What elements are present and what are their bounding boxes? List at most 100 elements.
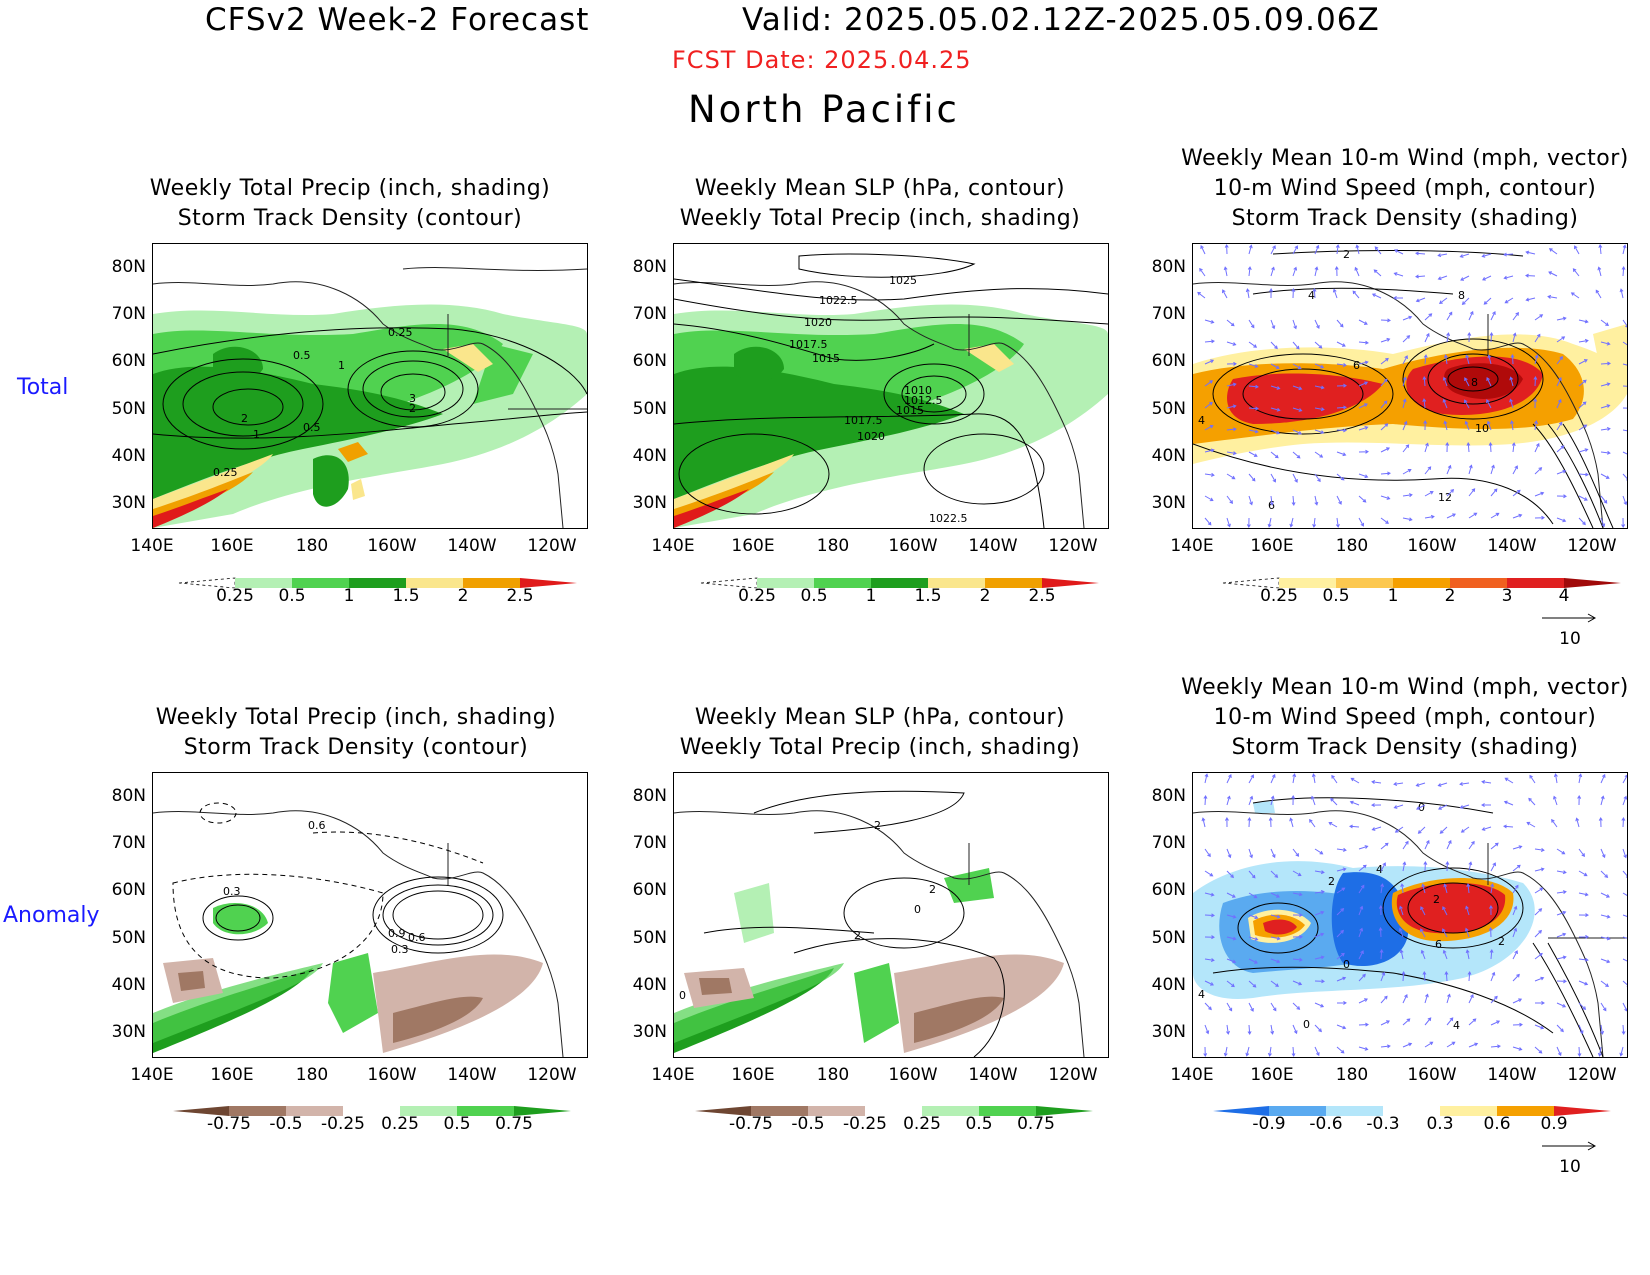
- lat-tick-label: 30N: [1151, 1022, 1186, 1042]
- lon-tick-label: 180: [295, 536, 329, 556]
- wind-vector: [1446, 1017, 1454, 1026]
- map-panel-precip-storm-total: 0.5 1 0.25 2 0.5 1 0.25 3 2: [152, 243, 588, 529]
- wind-vector: [1512, 332, 1517, 343]
- wind-vector: [1490, 311, 1496, 321]
- wind-vector: [1292, 773, 1297, 784]
- wind-vector: [1600, 319, 1609, 326]
- wind-vector: [1622, 870, 1627, 878]
- wind-vector: [1270, 319, 1276, 330]
- wind-vector: [1402, 444, 1410, 453]
- wind-vector: [1371, 293, 1382, 299]
- wind-vector: [1380, 337, 1391, 343]
- wind-vector: [1512, 864, 1521, 872]
- wind-vector: [1556, 932, 1567, 938]
- panel-title-wind-total: Weekly Mean 10-m Wind (mph, vector) 10-m…: [1160, 144, 1650, 234]
- contour-label: 1012.5: [904, 394, 943, 407]
- wind-vector: [1556, 316, 1567, 321]
- wind-vector: [1204, 401, 1213, 409]
- wind-vector: [1510, 420, 1514, 431]
- vector-reference-bottom: 10: [1540, 1138, 1600, 1177]
- wind-vector: [1199, 267, 1206, 277]
- wind-vector: [1534, 491, 1545, 497]
- wind-vector: [1534, 848, 1545, 852]
- wind-vector: [1292, 451, 1301, 459]
- contour-label: 0.5: [303, 421, 321, 434]
- wind-vector: [1336, 847, 1347, 852]
- wind-vector: [1270, 870, 1279, 878]
- wind-vector: [1226, 980, 1235, 988]
- wind-vector: [1226, 451, 1237, 456]
- wind-vector: [1336, 495, 1342, 505]
- wind-vector: [1336, 929, 1344, 938]
- wind-vector: [1420, 949, 1426, 960]
- wind-vector: [1245, 1046, 1250, 1057]
- wind-vector: [1267, 1046, 1272, 1057]
- wind-vector: [1424, 332, 1430, 343]
- wind-vector: [1402, 315, 1413, 321]
- wind-vector: [1226, 936, 1237, 941]
- wind-vector: [1525, 250, 1536, 255]
- wind-vector: [1446, 993, 1451, 1004]
- lon-tick-label: 120W: [1567, 1065, 1617, 1085]
- wind-vector: [1402, 335, 1411, 343]
- colorbar-segment: [173, 1106, 229, 1116]
- wind-vector: [1204, 495, 1214, 502]
- lat-tick-label: 80N: [632, 257, 667, 277]
- wind-vector: [1512, 513, 1523, 519]
- wind-vector: [1358, 1022, 1369, 1027]
- wind-vector: [1380, 971, 1386, 982]
- wind-vector: [1619, 288, 1624, 299]
- wind-vector: [1443, 420, 1448, 431]
- contour-label: 4: [1198, 414, 1205, 427]
- wind-vector: [1223, 266, 1228, 277]
- wind-vector: [1578, 338, 1589, 343]
- wind-vector: [1248, 774, 1254, 784]
- wind-vector: [1226, 870, 1234, 879]
- map-panel-precip-storm-anom: 0.3 0.6 0.9 0.6 0.3: [152, 772, 588, 1058]
- contour-label: 0.5: [293, 349, 311, 362]
- wind-vector: [1336, 473, 1345, 481]
- wind-vector: [1534, 1046, 1543, 1054]
- wind-vector: [1226, 319, 1235, 327]
- wind-vector: [1600, 773, 1606, 784]
- wind-vector: [1393, 782, 1404, 786]
- wind-vector: [1270, 341, 1278, 350]
- title-line: Weekly Mean SLP (hPa, contour): [694, 176, 1066, 201]
- wind-vector: [1292, 870, 1302, 877]
- wind-vector: [1292, 473, 1298, 483]
- wind-vectors: [1201, 773, 1627, 1057]
- wind-vector: [1358, 449, 1369, 454]
- wind-vector: [1248, 319, 1255, 329]
- colorbar-label: -0.75: [729, 1114, 773, 1134]
- colorbar-segment: [979, 1106, 1036, 1116]
- contour-label: 2: [929, 883, 936, 896]
- wind-vector: [1292, 363, 1302, 370]
- wind-vector: [1600, 870, 1609, 878]
- contour-label: 1015: [896, 404, 924, 417]
- wind-vector: [1314, 890, 1325, 894]
- wind-vector: [1423, 354, 1428, 365]
- wind-vector: [1270, 980, 1279, 987]
- colorbar-label: 0.5: [965, 1114, 993, 1134]
- wind-vector: [1437, 275, 1448, 281]
- wind-vector: [1490, 464, 1495, 475]
- wind-vector: [1486, 399, 1492, 409]
- colorbar-label: -0.3: [1366, 1114, 1400, 1134]
- wind-vector: [1314, 319, 1320, 329]
- colorbar-segment: [814, 578, 871, 588]
- lat-tick-label: 40N: [111, 446, 146, 466]
- wind-vector: [1292, 319, 1297, 330]
- wind-vector: [1503, 824, 1514, 829]
- wind-vector: [1380, 1044, 1391, 1049]
- wind-vector: [1380, 995, 1388, 1004]
- colorbar-label: -0.5: [791, 1114, 825, 1134]
- wind-vector: [1334, 266, 1339, 277]
- wind-vector: [1420, 906, 1426, 916]
- title-line: Weekly Total Precip (inch, shading): [149, 176, 551, 201]
- wind-vector: [1444, 354, 1448, 365]
- wind-vector: [1292, 341, 1300, 350]
- lon-tick-label: 160W: [888, 1065, 938, 1085]
- contour-label: 1015: [812, 352, 840, 365]
- wind-vector: [1380, 447, 1390, 453]
- contour-label: 0: [1303, 1018, 1310, 1031]
